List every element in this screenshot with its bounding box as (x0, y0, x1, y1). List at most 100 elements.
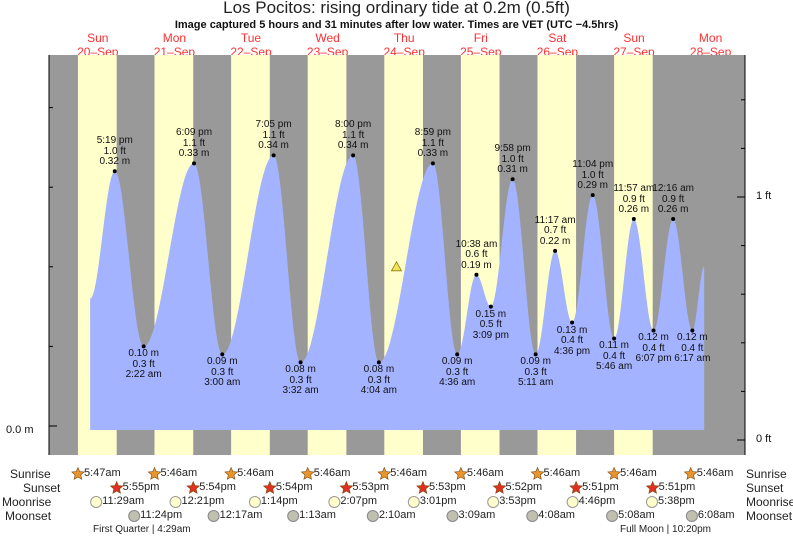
tide-height-ft: 1.1 ft (342, 129, 365, 141)
low-tide-label: 0.10 m 0.3 ft 2:22 am (109, 349, 179, 381)
sunset-icon (109, 480, 124, 494)
moonset-icon (366, 510, 379, 522)
high-tide-point (553, 248, 558, 253)
tide-height-ft: 0.3 ft (446, 366, 469, 378)
tide-height-m: 0.09 m (441, 356, 473, 368)
tide-height-m: 0.33 m (178, 148, 210, 160)
tide-time: 7:05 pm (255, 119, 292, 131)
tide-height-ft: 0.4 ft (602, 350, 626, 362)
tide-height-ft: 0.5 ft (479, 319, 502, 331)
moonrise-icon (645, 496, 658, 508)
row-label-moonset-right: Moonset (746, 509, 793, 523)
current-tide-marker (390, 260, 403, 272)
day-of-week: Sun (623, 31, 645, 45)
tide-time: 3:09 pm (472, 329, 509, 341)
moonrise-icon (248, 496, 261, 508)
moonrise-time: 3:53pm (499, 495, 536, 507)
tide-height-m: 0.08 m (363, 364, 395, 376)
moonrise-time: 12:21pm (181, 495, 225, 507)
tide-height-m: 0.22 m (539, 235, 571, 247)
tide-height-ft: 0.6 ft (465, 249, 488, 261)
low-tide-label: 0.15 m 0.5 ft 3:09 pm (456, 308, 526, 342)
low-tide-point (570, 320, 575, 325)
sunset-time: 5:52pm (505, 481, 543, 493)
sunrise-icon (453, 466, 468, 480)
tide-height-ft: 0.3 ft (367, 374, 390, 386)
low-tide-label: 0.11 m 0.4 ft 5:46 am (579, 341, 649, 373)
sunrise-time: 5:46am (543, 467, 581, 479)
sunset-time: 5:53pm (352, 481, 390, 493)
tide-height-ft: 1.1 ft (421, 137, 444, 149)
day-of-week: Fri (473, 31, 488, 45)
right-axis-0ft-label: 0 ft (756, 433, 772, 445)
day-of-week: Sun (87, 31, 109, 45)
day-of-week: Sat (548, 31, 567, 45)
sunrise-time: 5:46am (620, 467, 657, 479)
high-tide-label: 5:19 pm 1.0 ft 0.32 m (80, 136, 150, 168)
moonset-time: 5:08am (618, 509, 655, 521)
high-tide-label: 9:58 pm 1.0 ft 0.31 m (478, 144, 548, 176)
tide-height-ft: 0.7 ft (543, 225, 567, 237)
tide-height-m: 0.33 m (417, 148, 449, 160)
tide-time: 10:38 am (455, 238, 498, 250)
high-tide-point (112, 169, 117, 174)
day-of-week: Tue (240, 31, 262, 45)
low-tide-label: 0.12 m 0.4 ft 6:17 am (657, 333, 727, 365)
right-axis-1ft-label: 1 ft (756, 190, 772, 202)
sunrise-icon (530, 466, 545, 480)
moonrise-icon (169, 496, 182, 508)
sunset-icon (645, 480, 660, 494)
tide-height-ft: 0.9 ft (662, 193, 685, 205)
moonset-icon (207, 510, 220, 522)
moonset-time: 3:09am (458, 509, 496, 521)
tide-time: 11:17 am (534, 214, 576, 226)
sunrise-time: 5:46am (696, 467, 734, 479)
low-tide-point (455, 352, 460, 357)
low-tide-point (488, 304, 493, 309)
high-tide-label: 12:16 am 0.9 ft 0.26 m (638, 184, 708, 216)
moonset-time: 2:10am (378, 509, 416, 521)
high-tide-point (271, 153, 276, 158)
low-tide-point (533, 352, 538, 357)
row-label-sunset-left: Sunset (23, 481, 61, 495)
low-tide-point (298, 360, 303, 365)
sunrise-icon (71, 466, 85, 480)
moonset-time: 6:08am (697, 509, 735, 521)
moonset-time: 1:13am (299, 509, 336, 521)
tide-height-m: 0.19 m (461, 259, 492, 271)
moonset-icon (287, 510, 300, 522)
moonrise-icon (566, 496, 579, 508)
low-tide-point (651, 328, 656, 333)
low-tide-label: 0.08 m 0.3 ft 3:32 am (266, 365, 336, 397)
tide-height-ft: 1.0 ft (581, 169, 604, 181)
tide-time: 2:22 am (125, 369, 162, 381)
tide-time: 5:19 pm (96, 135, 133, 147)
low-tide-point (220, 352, 225, 357)
tide-height-ft: 0.9 ft (622, 193, 645, 205)
low-tide-label: 0.09 m 0.3 ft 5:11 am (501, 357, 571, 389)
moonrise-time: 5:38pm (657, 495, 695, 507)
row-label-sunrise-left: Sunrise (10, 467, 51, 481)
tide-height-m: 0.26 m (618, 204, 650, 216)
sunset-icon (339, 480, 354, 494)
tide-height-ft: 1.1 ft (262, 129, 285, 141)
tide-height-ft: 0.3 ft (132, 358, 155, 370)
tide-time: 9:58 pm (494, 143, 531, 155)
sunrise-icon (607, 466, 622, 480)
sunset-icon (492, 480, 507, 494)
tide-height-ft: 1.0 ft (103, 145, 126, 157)
tide-height-m: 0.15 m (475, 308, 507, 320)
tide-height-m: 0.31 m (497, 164, 528, 176)
tide-height-m: 0.13 m (556, 324, 588, 336)
day-of-week: Mon (698, 31, 723, 45)
tide-time: 4:04 am (360, 385, 397, 397)
moonrise-time: 2:07pm (340, 495, 378, 507)
moonset-time: 4:08am (538, 509, 575, 521)
moonrise-icon (328, 496, 341, 508)
sunset-icon (262, 480, 277, 494)
low-tide-label: 0.08 m 0.3 ft 4:04 am (344, 365, 414, 397)
tide-height-ft: 0.3 ft (524, 366, 547, 378)
tide-time: 6:07 pm (635, 353, 672, 365)
tide-height-m: 0.12 m (677, 332, 708, 344)
